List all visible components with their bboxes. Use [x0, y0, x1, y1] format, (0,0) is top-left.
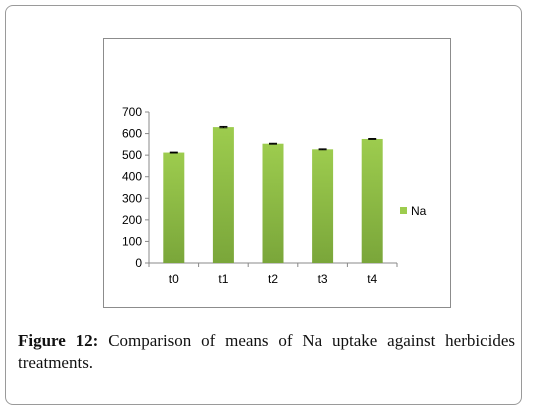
- figure-caption-text: Comparison of means of Na uptake against…: [18, 331, 516, 372]
- legend-label: Na: [411, 204, 427, 218]
- figure-label: Figure 12:: [18, 331, 99, 350]
- y-tick-label: 700: [122, 105, 142, 119]
- legend-swatch: [400, 207, 407, 214]
- y-tick-label: 400: [122, 170, 142, 184]
- y-tick-label: 0: [135, 256, 142, 270]
- bar-t4: [361, 138, 383, 263]
- y-tick-label: 500: [122, 148, 142, 162]
- x-tick-label: t1: [218, 272, 228, 286]
- bar-t1: [212, 127, 234, 263]
- figure-caption: Figure 12: Comparison of means of Na upt…: [18, 330, 515, 374]
- x-tick-label: t0: [169, 272, 179, 286]
- y-tick-label: 200: [122, 213, 142, 227]
- x-tick-label: t4: [367, 272, 377, 286]
- bar-t3: [312, 149, 334, 263]
- x-tick-label: t2: [268, 272, 278, 286]
- bar-t0: [163, 152, 185, 263]
- chart-area: 0 100 200 300 400 500 600 700 t0 t1 t2 t3 t4 Na: [103, 38, 451, 308]
- y-tick-label: 600: [122, 127, 142, 141]
- x-tick-label: t3: [318, 272, 328, 286]
- bar-t2: [262, 143, 284, 263]
- y-tick-label: 300: [122, 191, 142, 205]
- y-tick-label: 100: [122, 234, 142, 248]
- bar-chart: 0 100 200 300 400 500 600 700 t0 t1 t2 t3 t4 Na: [122, 105, 427, 286]
